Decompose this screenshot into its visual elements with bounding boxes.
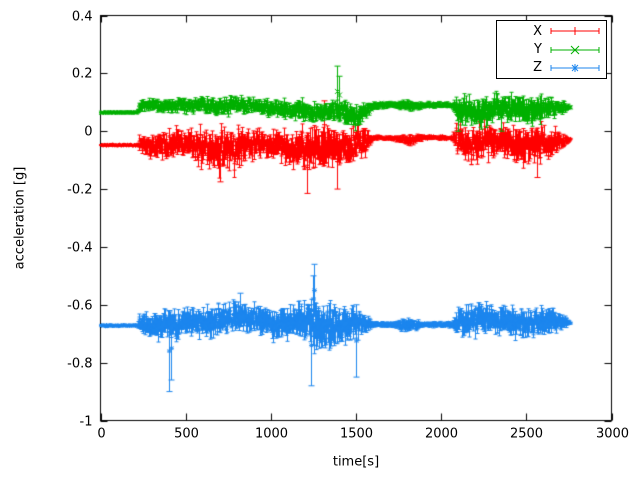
- x-tick-label: 2500: [509, 426, 544, 442]
- y-tick-label: -0.4: [67, 240, 93, 255]
- legend-entry-y: Y: [497, 41, 601, 59]
- y-tick-label: 0.4: [71, 9, 93, 24]
- x-tick-label: 500: [174, 426, 199, 442]
- legend-label: X: [533, 23, 542, 39]
- legend-label: Y: [534, 42, 542, 57]
- y-tick-label: -1: [79, 414, 93, 429]
- x-tick-label: 0: [97, 426, 106, 442]
- y-tick-label: 0: [84, 124, 93, 139]
- plus-marker-icon: [550, 27, 600, 36]
- x-tick-label: 1500: [339, 426, 374, 442]
- x-axis-label: time[s]: [332, 454, 380, 470]
- x-tick-label: 2000: [424, 426, 459, 442]
- legend-entry-x: X: [497, 22, 601, 40]
- y-axis-label: acceleration [g]: [12, 166, 28, 270]
- legend-entry-z: Z: [497, 59, 601, 77]
- x-tick-label: 3000: [595, 426, 630, 442]
- y-tick-label: -0.8: [67, 356, 93, 371]
- star-marker-icon: [550, 63, 600, 72]
- cross-marker-icon: [550, 45, 600, 54]
- x-tick-label: 1000: [254, 426, 289, 442]
- y-tick-label: 0.2: [71, 66, 93, 81]
- y-tick-label: -0.6: [67, 298, 93, 313]
- y-tick-label: -0.2: [67, 182, 93, 197]
- legend-label: Z: [533, 60, 542, 76]
